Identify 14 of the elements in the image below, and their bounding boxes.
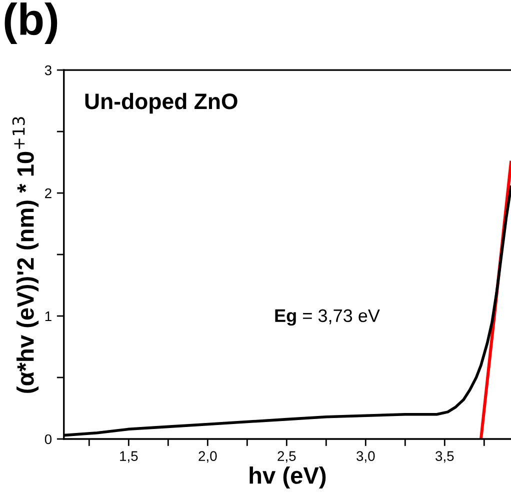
x-tick-label: 2,0 bbox=[198, 451, 217, 463]
x-tick-label: 2,5 bbox=[278, 451, 296, 463]
x-tick-label: 3,0 bbox=[356, 451, 375, 463]
x-tick-label: 1,5 bbox=[120, 451, 138, 463]
annotation: Un-doped ZnO bbox=[85, 92, 238, 114]
y-tick-label: 3 bbox=[44, 65, 52, 76]
x-axis-title: hv (eV) bbox=[250, 466, 326, 489]
chart-title: (b) bbox=[4, 2, 58, 44]
y-tick-label: 0 bbox=[44, 434, 52, 444]
y-tick-label: 1 bbox=[45, 311, 52, 322]
annotation: Eg = 3,73 eV bbox=[275, 309, 380, 326]
y-axis-title: (α*hv (eV))'2 (nm) * 10$^{+13}$ bbox=[12, 117, 39, 393]
y-tick-label: 2 bbox=[45, 188, 52, 198]
x-tick-label: 3,5 bbox=[436, 451, 454, 463]
